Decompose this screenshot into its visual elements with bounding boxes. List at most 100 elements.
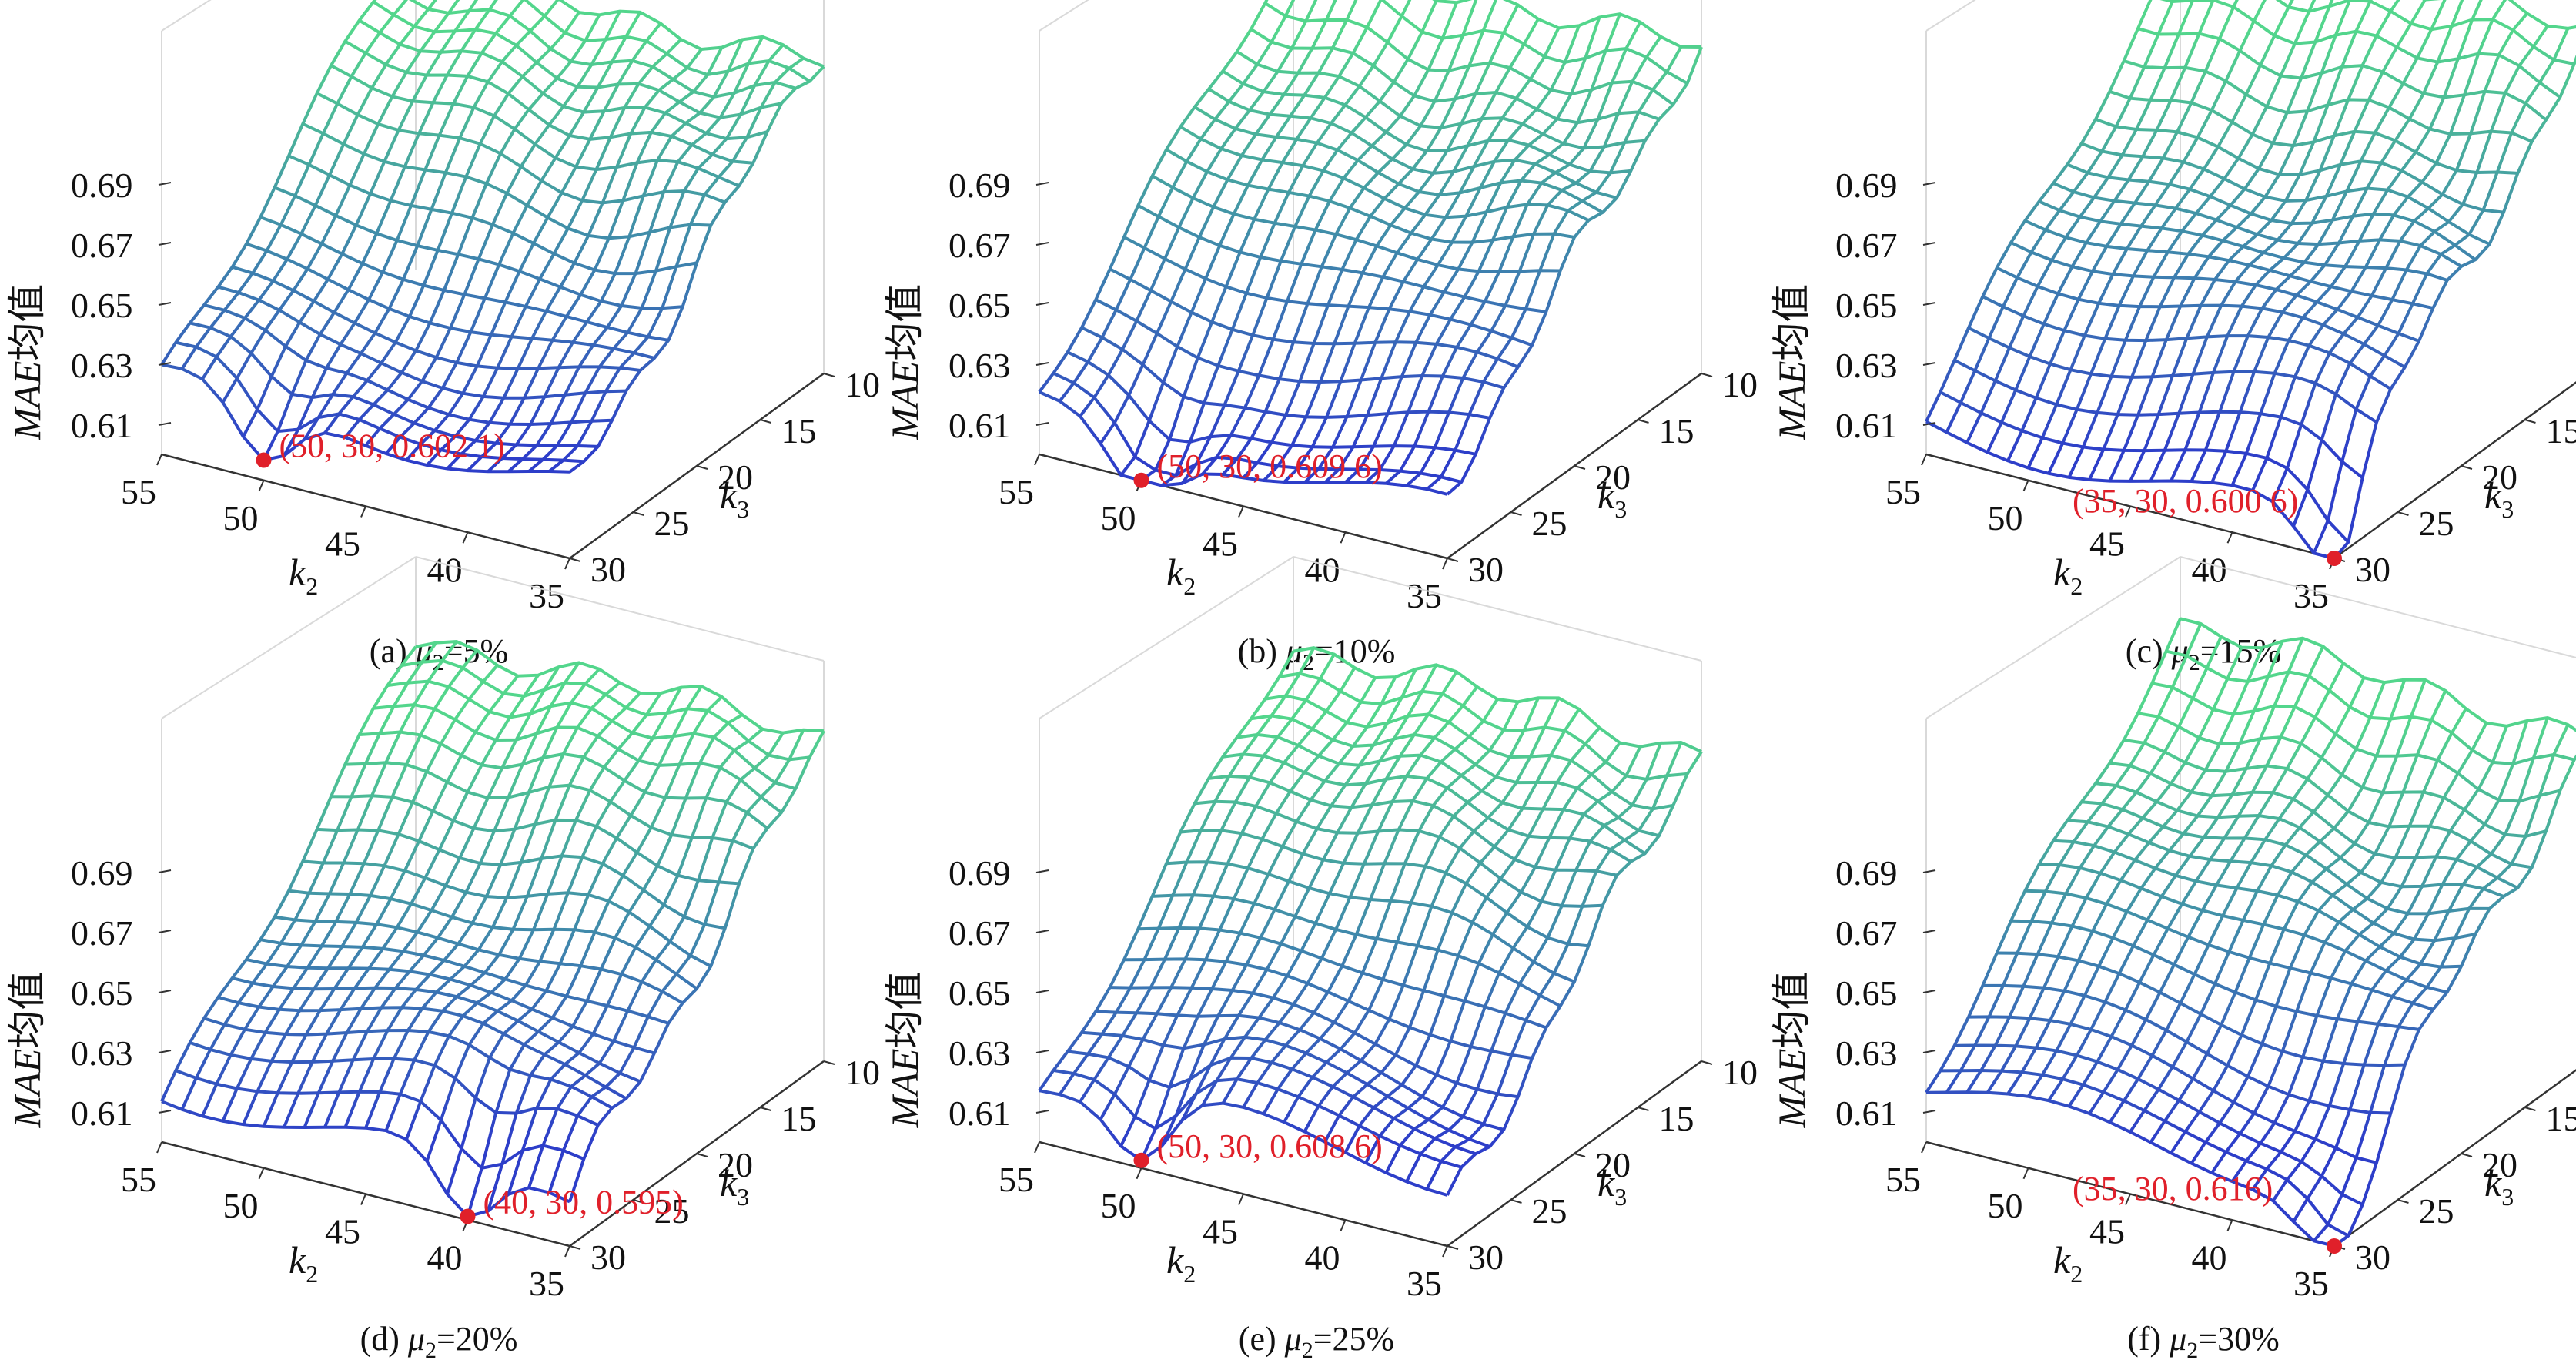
k2-tick-label: 40 — [427, 1238, 463, 1277]
surface-line — [1123, 957, 1533, 1060]
z-tick-mark — [158, 1050, 172, 1053]
z-axis-label: MAE均值 — [883, 972, 926, 1129]
surface-line — [1236, 50, 1645, 150]
z-tick-label: 0.65 — [71, 286, 133, 325]
min-point-annotation: (35, 30, 0.600 6) — [2073, 482, 2298, 520]
z-tick-mark — [1035, 242, 1049, 246]
k3-tick-label: 30 — [590, 550, 626, 589]
z-tick-mark — [1922, 422, 1936, 426]
k2-tick-label: 55 — [1885, 1160, 1921, 1199]
k3-tick-label: 25 — [2419, 504, 2454, 543]
surface-line — [1968, 1015, 2377, 1164]
k3-tick-mark — [1574, 465, 1586, 470]
surface-line — [1052, 371, 1462, 484]
k3-tick-label: 20 — [1595, 457, 1631, 497]
surface-line — [2123, 59, 2533, 143]
surface-mesh — [160, 0, 825, 474]
k3-tick-label: 20 — [1595, 1145, 1631, 1184]
z-tick-mark — [1035, 422, 1049, 426]
z-tick-mark — [158, 422, 172, 426]
surface-line — [1137, 204, 1547, 313]
panel-b: 0.61 0.63 0.65 0.67 0.69 MAE均值 55 50 45 40 35 k2 10 1… — [883, 0, 1758, 675]
z-tick-label: 0.61 — [948, 406, 1011, 445]
surface-line — [2109, 762, 2519, 889]
surface-line — [1264, 694, 1674, 811]
z-tick-mark — [1922, 1110, 1936, 1114]
z-tick-mark — [1922, 869, 1936, 873]
panel-e: 0.61 0.63 0.65 0.67 0.69 MAE均值 55 50 45 40 35 k2 10 1… — [883, 556, 1758, 1360]
k2-tick-label: 45 — [325, 524, 360, 564]
k2-tick-label: 40 — [427, 550, 463, 589]
k3-tick-mark — [2461, 465, 2473, 470]
k2-tick-mark — [1034, 454, 1040, 466]
k3-tick-label: 20 — [718, 1145, 753, 1184]
surface-mesh — [1038, 0, 1703, 496]
surface-line — [2038, 199, 2448, 282]
surface-line — [1223, 752, 1632, 863]
k2-tick-mark — [462, 531, 469, 544]
surface-line — [161, 1100, 570, 1218]
z-tick-label: 0.67 — [71, 913, 133, 953]
surface-line — [1208, 774, 1618, 877]
min-point-marker — [2327, 551, 2342, 566]
k2-tick-label: 50 — [1988, 1186, 2023, 1225]
surface-line — [2123, 738, 2533, 869]
min-point-annotation: (50, 30, 0.609 6) — [1157, 447, 1383, 485]
box-edge — [1039, 0, 1089, 32]
z-tick-label: 0.67 — [1835, 913, 1898, 953]
surface-line — [1099, 667, 1357, 1120]
surface-line — [1096, 1010, 1504, 1131]
k2-axis-label: k2 — [289, 1238, 318, 1288]
z-axis-label: MAE均值 — [883, 284, 926, 441]
z-tick-label: 0.63 — [71, 346, 133, 385]
k3-tick-mark — [569, 558, 581, 562]
surface-line — [1385, 21, 1642, 485]
k3-tick-label: 10 — [845, 365, 880, 404]
surface-line — [1039, 1089, 1448, 1197]
surface-line — [2025, 889, 2434, 1011]
k3-tick-label: 25 — [654, 504, 690, 543]
k3-tick-label: 10 — [1722, 1053, 1758, 1092]
z-tick-mark — [1922, 362, 1936, 366]
min-point-annotation: (40, 30, 0.595) — [483, 1184, 684, 1221]
k2-tick-label: 45 — [1203, 524, 1238, 564]
surface-line — [1982, 295, 2392, 390]
k2-tick-mark — [2022, 480, 2029, 492]
z-tick-mark — [1035, 930, 1049, 933]
min-point-marker — [460, 1208, 476, 1224]
k3-tick-label: 10 — [1722, 365, 1758, 404]
surface-line — [1380, 0, 1688, 85]
surface-line — [1264, 2, 1674, 106]
k3-tick-label: 15 — [1659, 411, 1694, 451]
surface-line — [1364, 742, 1621, 1164]
surface-line — [1123, 236, 1533, 347]
surface-line — [203, 1017, 613, 1110]
min-point-marker — [1133, 1152, 1149, 1168]
z-tick-mark — [1035, 869, 1049, 873]
k2-tick-label: 55 — [121, 1160, 156, 1199]
min-point-marker — [256, 452, 272, 468]
min-point-annotation: (50, 30, 0.602 1) — [279, 427, 505, 465]
surface-line — [1432, 0, 1702, 49]
surface-line — [2180, 617, 2576, 732]
z-tick-label: 0.69 — [71, 166, 133, 205]
surface-line — [1207, 87, 1618, 199]
surface-line — [1109, 267, 1519, 369]
k3-tick-mark — [1510, 511, 1522, 516]
surface-line — [1038, 0, 1269, 394]
k3-tick-mark — [2397, 1199, 2409, 1204]
surface-line — [201, 640, 458, 1117]
z-tick-label: 0.65 — [71, 973, 133, 1013]
z-tick-mark — [1035, 1110, 1049, 1114]
k3-axis-label: k3 — [1597, 1161, 1627, 1211]
subplot-caption: (e) μ2=25% — [1239, 1320, 1394, 1360]
surface-line — [2080, 142, 2491, 246]
k3-tick-mark — [1447, 1245, 1459, 1250]
k3-tick-mark — [1701, 373, 1713, 377]
z-tick-mark — [158, 242, 172, 246]
surface-line — [217, 995, 627, 1100]
k3-tick-label: 15 — [2546, 411, 2576, 451]
k2-tick-label: 35 — [1407, 576, 1442, 615]
k3-tick-mark — [696, 465, 708, 470]
k3-tick-mark — [2524, 1107, 2536, 1111]
